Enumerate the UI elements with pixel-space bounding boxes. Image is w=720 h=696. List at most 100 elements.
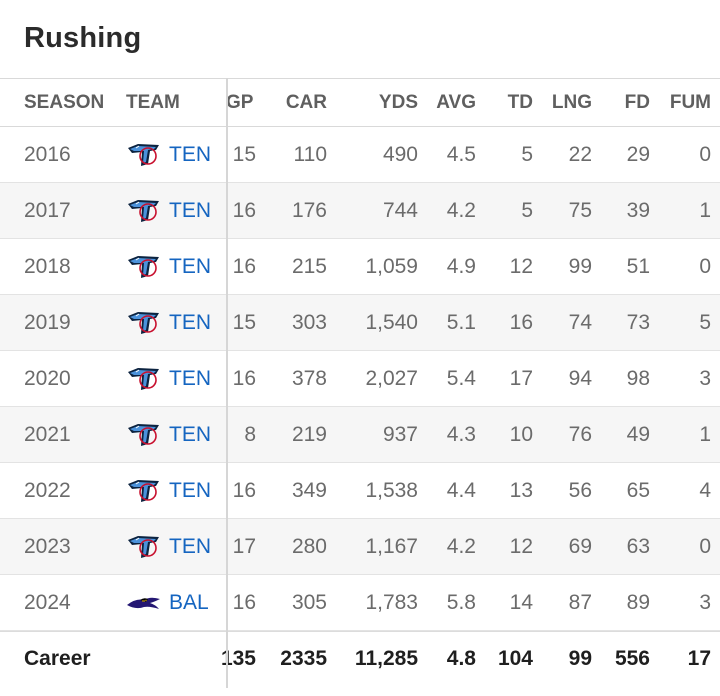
yds-cell: 744 [382,198,418,222]
header-team[interactable]: TEAM [126,91,180,113]
header-season[interactable]: SEASON [24,91,105,113]
header-yds[interactable]: YDS [378,91,418,113]
fd-cell: 39 [626,198,650,222]
team-link[interactable]: TEN [169,422,211,446]
career-row: Career 135 2335 11,285 4.8 104 99 556 17 [0,631,720,686]
gp-cell: 17 [232,534,256,558]
table-header: SEASON TEAM GP CAR YDS AVG TD LNG FD FUM [0,78,720,127]
td-cell: 10 [509,422,533,446]
header-td[interactable]: TD [507,91,533,113]
avg-cell: 4.3 [446,422,476,446]
career-fd: 556 [614,647,650,670]
team-link[interactable]: BAL [169,590,209,614]
season-cell: 2022 [24,478,71,502]
car-cell: 305 [291,590,327,614]
season-cell: 2023 [24,534,71,558]
fd-cell: 98 [626,366,650,390]
avg-cell: 4.5 [446,142,476,166]
titans-logo-icon[interactable] [126,422,162,448]
team-cell[interactable]: TEN [126,351,211,406]
fum-cell: 1 [699,422,711,446]
header-gp[interactable]: GP [226,91,254,113]
fum-cell: 1 [699,198,711,222]
team-cell[interactable]: TEN [126,519,211,574]
avg-cell: 4.9 [446,254,476,278]
header-fd[interactable]: FD [624,91,650,113]
rushing-table: SEASON TEAM GP CAR YDS AVG TD LNG FD FUM… [0,78,720,686]
gp-cell: 16 [232,254,256,278]
table-row: 2019 TEN 15 303 1,540 5.1 16 74 73 5 [0,295,720,351]
car-cell: 215 [291,254,327,278]
titans-logo-icon[interactable] [126,534,162,560]
yds-cell: 2,027 [365,366,418,390]
titans-logo-icon[interactable] [126,198,162,224]
fum-cell: 5 [699,310,711,334]
gp-cell: 15 [232,310,256,334]
gp-cell: 16 [232,198,256,222]
td-cell: 17 [509,366,533,390]
fd-cell: 73 [626,310,650,334]
career-avg: 4.8 [446,647,476,670]
fum-cell: 0 [699,142,711,166]
team-cell[interactable]: BAL [126,575,209,630]
header-lng[interactable]: LNG [551,91,592,113]
team-cell[interactable]: TEN [126,295,211,350]
ravens-logo-icon[interactable] [126,590,162,616]
car-cell: 219 [291,422,327,446]
gp-cell: 8 [244,422,256,446]
lng-cell: 87 [568,590,592,614]
yds-cell: 1,167 [365,534,418,558]
yds-cell: 1,538 [365,478,418,502]
car-cell: 176 [291,198,327,222]
team-cell[interactable]: TEN [126,183,211,238]
titans-logo-icon[interactable] [126,366,162,392]
team-link[interactable]: TEN [169,310,211,334]
titans-logo-icon[interactable] [126,310,162,336]
header-fum[interactable]: FUM [669,91,711,113]
fd-cell: 49 [626,422,650,446]
season-cell: 2024 [24,590,71,614]
td-cell: 16 [509,310,533,334]
avg-cell: 5.8 [446,590,476,614]
td-cell: 5 [521,198,533,222]
fd-cell: 51 [626,254,650,278]
fum-cell: 0 [699,534,711,558]
team-link[interactable]: TEN [169,254,211,278]
career-yds: 11,285 [354,647,418,670]
season-cell: 2021 [24,422,71,446]
header-car[interactable]: CAR [285,91,327,113]
career-fum: 17 [687,647,711,670]
team-link[interactable]: TEN [169,198,211,222]
table-row: 2017 TEN 16 176 744 4.2 5 75 39 1 [0,183,720,239]
td-cell: 5 [521,142,533,166]
team-link[interactable]: TEN [169,478,211,502]
fum-cell: 0 [699,254,711,278]
avg-cell: 4.4 [446,478,476,502]
gp-cell: 16 [232,366,256,390]
titans-logo-icon[interactable] [126,478,162,504]
team-cell[interactable]: TEN [126,239,211,294]
fum-cell: 3 [699,366,711,390]
season-cell: 2019 [24,310,71,334]
titans-logo-icon[interactable] [126,254,162,280]
team-cell[interactable]: TEN [126,127,211,182]
avg-cell: 5.4 [446,366,476,390]
team-cell[interactable]: TEN [126,407,211,462]
titans-logo-icon[interactable] [126,142,162,168]
lng-cell: 56 [568,478,592,502]
team-link[interactable]: TEN [169,366,211,390]
season-cell: 2018 [24,254,71,278]
td-cell: 12 [509,254,533,278]
team-link[interactable]: TEN [169,534,211,558]
fd-cell: 89 [626,590,650,614]
team-link[interactable]: TEN [169,142,211,166]
avg-cell: 4.2 [446,198,476,222]
season-cell: 2016 [24,142,71,166]
lng-cell: 75 [568,198,592,222]
team-cell[interactable]: TEN [126,463,211,518]
avg-cell: 5.1 [446,310,476,334]
header-avg[interactable]: AVG [436,91,476,113]
yds-cell: 1,783 [365,590,418,614]
section-title: Rushing [24,22,142,54]
lng-cell: 22 [568,142,592,166]
